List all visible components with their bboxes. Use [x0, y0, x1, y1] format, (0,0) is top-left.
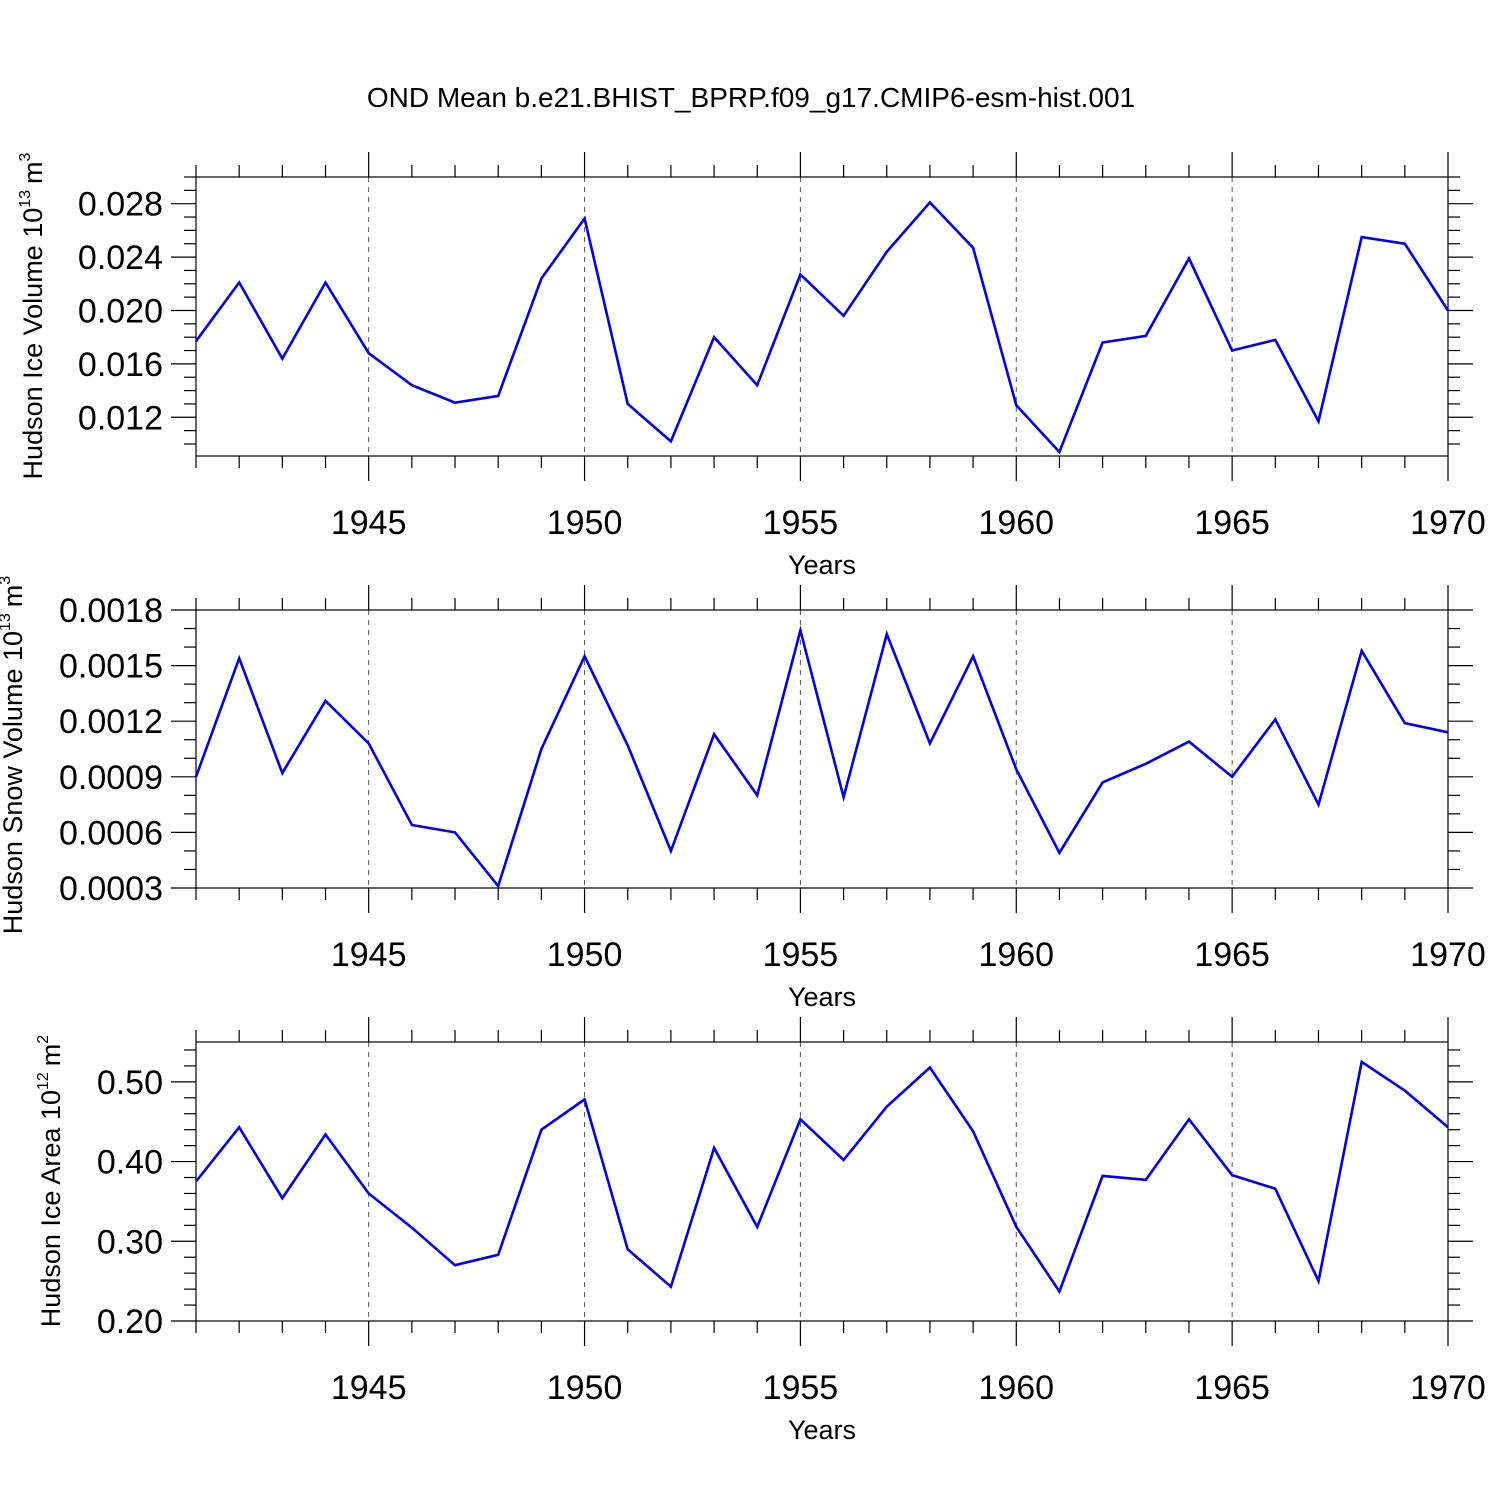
series-line — [194, 200, 1450, 455]
x-tick-label: 1965 — [1194, 936, 1270, 974]
x-tick-label: 1970 — [1410, 504, 1486, 542]
x-tick-label: 1945 — [331, 936, 407, 974]
plot-frame — [195, 1041, 1449, 1322]
panel-1: 1945 1950 1955 1960 1965 1970 Years 0.012 0.016 0… — [17, 152, 1486, 580]
series-line — [194, 1059, 1449, 1295]
x-tick-label: 1950 — [547, 504, 623, 542]
y-tick-label: 0.0012 — [59, 703, 163, 741]
y-axis-title-unit: m — [36, 1044, 66, 1067]
y-axis-title-text: Hudson Ice Area 10 — [36, 1090, 66, 1327]
x-tick-label: 1950 — [547, 936, 623, 974]
x-tick-label: 1955 — [763, 504, 839, 542]
x-tick-label: 1965 — [1194, 504, 1270, 542]
y-tick-label: 0.30 — [97, 1223, 163, 1261]
panel-3: 1945 1950 1955 1960 1965 1970 Years 0.20 0.30 0.4… — [35, 1017, 1486, 1445]
x-tick-label: 1945 — [331, 1369, 407, 1407]
x-tick-label: 1955 — [763, 1369, 839, 1407]
y-axis-title-exponent: 13 — [17, 190, 34, 208]
y-tick-label: 0.20 — [97, 1303, 163, 1341]
y-tick-label: 0.0009 — [59, 759, 163, 797]
y-axis-title: Hudson Ice Area 1012 m2 — [35, 1035, 66, 1327]
chart-title: OND Mean b.e21.BHIST_BPRP.f09_g17.CMIP6-… — [367, 82, 1135, 113]
x-tick-label: 1965 — [1194, 1369, 1270, 1407]
y-axis-title-unit-exponent: 3 — [0, 576, 14, 585]
y-tick-label: 0.016 — [78, 346, 163, 384]
plot-frame — [195, 609, 1449, 889]
x-tick-label: 1970 — [1410, 936, 1486, 974]
y-axis-title: Hudson Ice Volume 1013 m3 — [17, 152, 48, 479]
y-tick-label: 0.0006 — [59, 814, 163, 852]
y-axis-title: Hudson Snow Volume 1013 m3 — [0, 576, 28, 935]
y-tick-label: 0.0003 — [59, 870, 163, 908]
y-tick-label: 0.012 — [78, 399, 163, 437]
y-axis-title-unit-exponent: 2 — [35, 1035, 52, 1044]
x-tick-label: 1960 — [978, 504, 1054, 542]
y-tick-label: 0.0018 — [59, 592, 163, 630]
y-tick-label: 0.024 — [78, 239, 163, 277]
x-tick-label: 1960 — [978, 1369, 1054, 1407]
y-axis-title-text: Hudson Snow Volume 10 — [0, 631, 28, 934]
x-tick-label: 1950 — [547, 1369, 623, 1407]
x-axis-title: Years — [788, 1415, 856, 1445]
x-tick-label: 1970 — [1410, 1369, 1486, 1407]
x-axis-title: Years — [788, 550, 856, 580]
y-axis-title-text: Hudson Ice Volume 10 — [18, 208, 48, 480]
y-axis-title-exponent: 12 — [35, 1072, 52, 1090]
y-tick-label: 0.0015 — [59, 648, 163, 686]
y-tick-label: 0.50 — [97, 1064, 163, 1102]
x-tick-label: 1955 — [763, 936, 839, 974]
x-tick-label: 1945 — [331, 504, 407, 542]
plot-frame — [195, 176, 1449, 457]
x-axis-title: Years — [788, 982, 856, 1012]
x-tick-label: 1960 — [978, 936, 1054, 974]
y-tick-label: 0.40 — [97, 1144, 163, 1182]
y-axis-title-unit-exponent: 3 — [17, 152, 34, 161]
y-tick-label: 0.020 — [78, 292, 163, 330]
y-tick-label: 0.028 — [78, 186, 163, 224]
y-axis-title-unit: m — [18, 161, 48, 184]
series-line — [194, 625, 1449, 889]
y-axis-title-unit: m — [0, 585, 28, 608]
y-axis-title-exponent: 13 — [0, 613, 14, 631]
panel-2: 1945 1950 1955 1960 1965 1970 Years 0.0003 0.000… — [0, 576, 1486, 1012]
